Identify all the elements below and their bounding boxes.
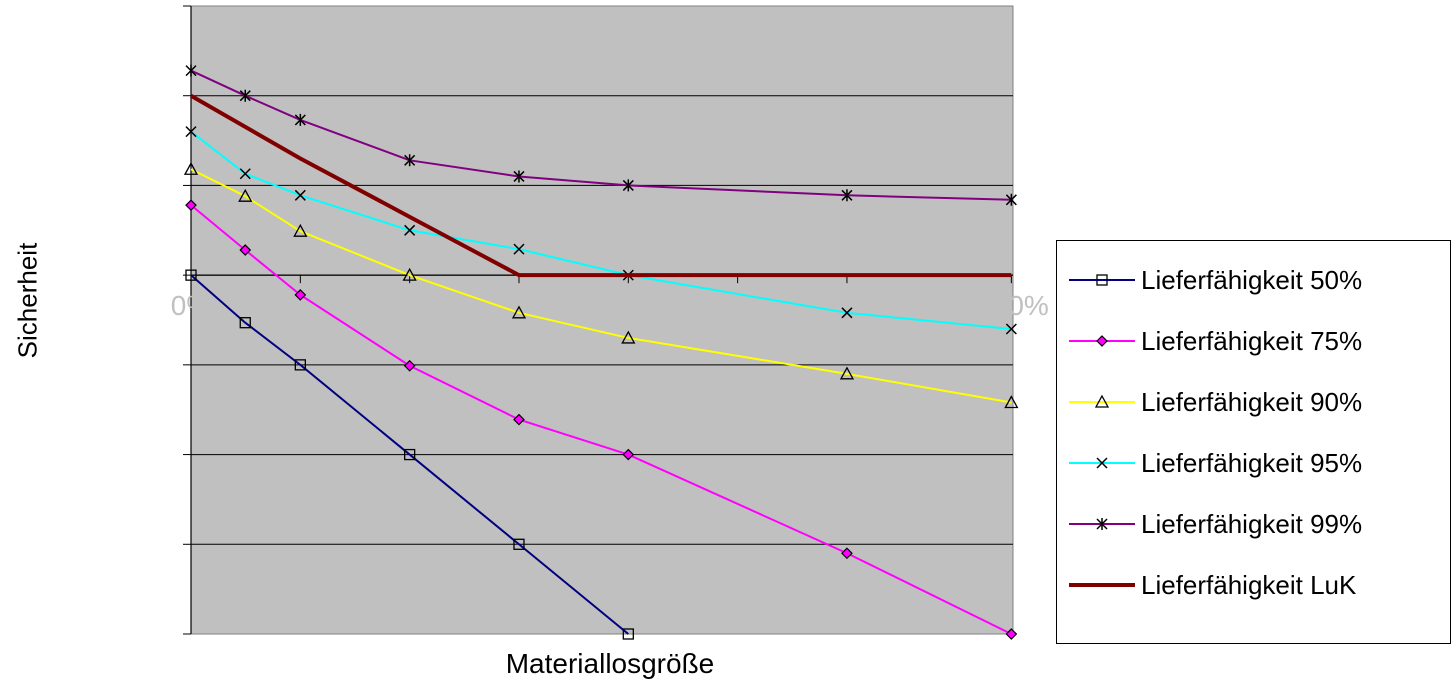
series-5: [185, 64, 1017, 206]
marker-diamond: [185, 199, 197, 212]
legend-item: Lieferfähigkeit 75%: [1057, 321, 1452, 361]
series-4: [185, 126, 1017, 335]
marker-x: [513, 243, 525, 255]
marker-square: [239, 317, 251, 329]
legend-swatch: [1069, 518, 1135, 530]
x-axis-label: Materiallosgröße: [505, 648, 715, 679]
marker-triangle: [293, 223, 308, 237]
marker-square: [622, 628, 634, 640]
marker-square: [185, 269, 197, 281]
marker-x: [294, 189, 306, 201]
series-1: [185, 269, 634, 640]
legend-label: Lieferfähigkeit 95%: [1141, 448, 1363, 478]
marker-star: [1096, 518, 1108, 530]
legend-swatch: [1069, 335, 1135, 347]
gridlines: [191, 95, 1013, 545]
marker-star: [1005, 193, 1017, 206]
marker-star: [513, 170, 525, 183]
marker-diamond: [1005, 628, 1018, 640]
marker-x: [185, 126, 197, 138]
marker-star: [622, 179, 634, 192]
legend-swatch: [1069, 583, 1135, 587]
series-line: [190, 130, 1012, 330]
x-tick-labels: 0% 100%: [171, 290, 1049, 321]
legend-label: Lieferfähigkeit 99%: [1141, 509, 1363, 539]
marker-x: [1096, 457, 1108, 469]
series-2: [185, 199, 1018, 640]
marker-square: [294, 359, 306, 371]
x-tick-label: 0%: [171, 290, 211, 321]
legend-item: Lieferfähigkeit 99%: [1057, 504, 1452, 544]
series-line: [190, 168, 1012, 404]
marker-x: [239, 168, 251, 180]
x-tick-label: 100%: [977, 290, 1049, 321]
marker-x: [1005, 323, 1017, 335]
marker-triangle: [621, 330, 636, 344]
marker-star: [185, 64, 197, 77]
legend-label: Lieferfähigkeit 50%: [1141, 265, 1363, 295]
marker-star: [841, 189, 853, 202]
marker-star: [294, 113, 306, 126]
legend-item: Lieferfähigkeit 95%: [1057, 443, 1452, 483]
series-line: [190, 69, 1012, 201]
marker-triangle: [238, 188, 253, 202]
marker-triangle: [1004, 395, 1019, 409]
marker-diamond: [513, 413, 525, 426]
plot-area: [190, 5, 1014, 635]
marker-triangle: [402, 267, 417, 281]
legend-label: Lieferfähigkeit LuK: [1141, 570, 1357, 600]
marker-x: [841, 307, 853, 319]
marker-square: [1096, 274, 1108, 286]
series-group: [183, 64, 1019, 640]
series-line: [190, 93, 1012, 278]
marker-star: [239, 89, 251, 102]
y-axis-label-text: Sicherheit: [12, 242, 43, 358]
marker-triangle: [511, 305, 527, 319]
marker-diamond: [403, 359, 416, 372]
legend-label: Lieferfähigkeit 75%: [1141, 326, 1363, 356]
y-axis-label: Sicherheit: [8, 200, 48, 400]
marker-triangle: [1094, 394, 1110, 408]
series-line: [190, 274, 629, 635]
legend-item: Lieferfähigkeit 90%: [1057, 382, 1452, 422]
marker-diamond: [1096, 335, 1108, 347]
marker-diamond: [622, 448, 635, 461]
series-3: [183, 161, 1019, 409]
marker-diamond: [239, 244, 252, 256]
series-6: [190, 93, 1012, 278]
marker-triangle: [183, 161, 199, 175]
legend: Lieferfähigkeit 50% Lieferfähigkeit 75% Li…: [1056, 240, 1451, 644]
marker-square: [513, 538, 525, 550]
marker-star: [404, 154, 416, 167]
marker-square: [404, 448, 416, 461]
series-line: [190, 204, 1012, 635]
legend-swatch: [1069, 274, 1135, 286]
legend-swatch: [1069, 394, 1135, 408]
legend-item: Lieferfähigkeit 50%: [1057, 260, 1452, 300]
legend-label: Lieferfähigkeit 90%: [1141, 387, 1363, 417]
marker-triangle: [839, 366, 855, 380]
marker-diamond: [841, 547, 853, 560]
marker-diamond: [294, 289, 307, 301]
legend-item: Lieferfähigkeit LuK: [1057, 565, 1452, 605]
marker-x: [404, 224, 416, 236]
legend-swatch: [1069, 457, 1135, 469]
